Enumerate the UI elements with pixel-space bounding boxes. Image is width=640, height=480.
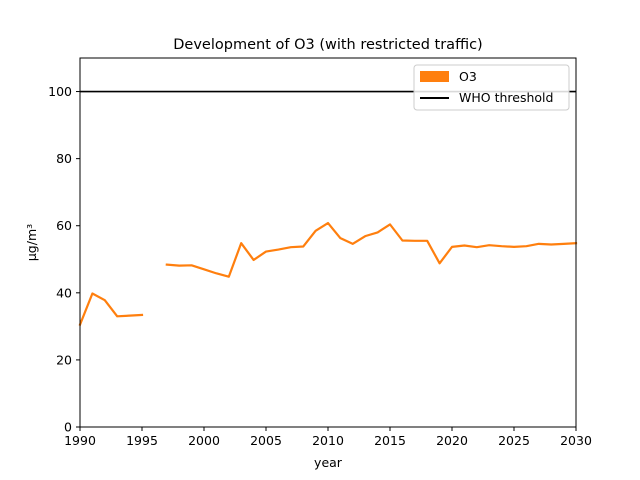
x-tick-label: 2025 [498, 433, 530, 448]
y-tick-label: 80 [56, 151, 72, 166]
y-tick-label: 60 [56, 218, 72, 233]
legend-box [413, 64, 570, 111]
x-tick-label: 2030 [560, 433, 592, 448]
y-tick-label: 20 [56, 352, 72, 367]
legend-label-who-threshold: WHO threshold [459, 90, 553, 105]
x-tick-label: 2000 [188, 433, 220, 448]
series-lines [78, 221, 578, 327]
y-tick-label: 0 [64, 420, 72, 435]
x-tick-label: 2020 [436, 433, 468, 448]
legend-label-o3: O3 [459, 69, 477, 84]
y-axis: 0 20 40 60 80 100 [48, 84, 80, 435]
legend-swatch-o3 [420, 71, 449, 82]
chart-title: Development of O3 (with restricted traff… [173, 37, 482, 53]
series-line-o3-segment-2 [165, 221, 578, 278]
x-tick-label: 2010 [312, 433, 344, 448]
x-tick-label: 1990 [64, 433, 96, 448]
y-tick-label: 40 [56, 285, 72, 300]
x-tick-label: 1995 [126, 433, 158, 448]
legend: O3 WHO threshold [413, 64, 570, 111]
y-axis-label: µg/m³ [24, 224, 39, 261]
x-tick-label: 2015 [374, 433, 406, 448]
x-axis-label: year [314, 455, 343, 470]
y-tick-label: 100 [48, 84, 72, 99]
x-axis: 1990 1995 2000 2005 2010 2015 2020 2025 2030 [64, 427, 592, 448]
series-line-o3-segment-1 [78, 292, 144, 327]
x-tick-label: 2005 [250, 433, 282, 448]
